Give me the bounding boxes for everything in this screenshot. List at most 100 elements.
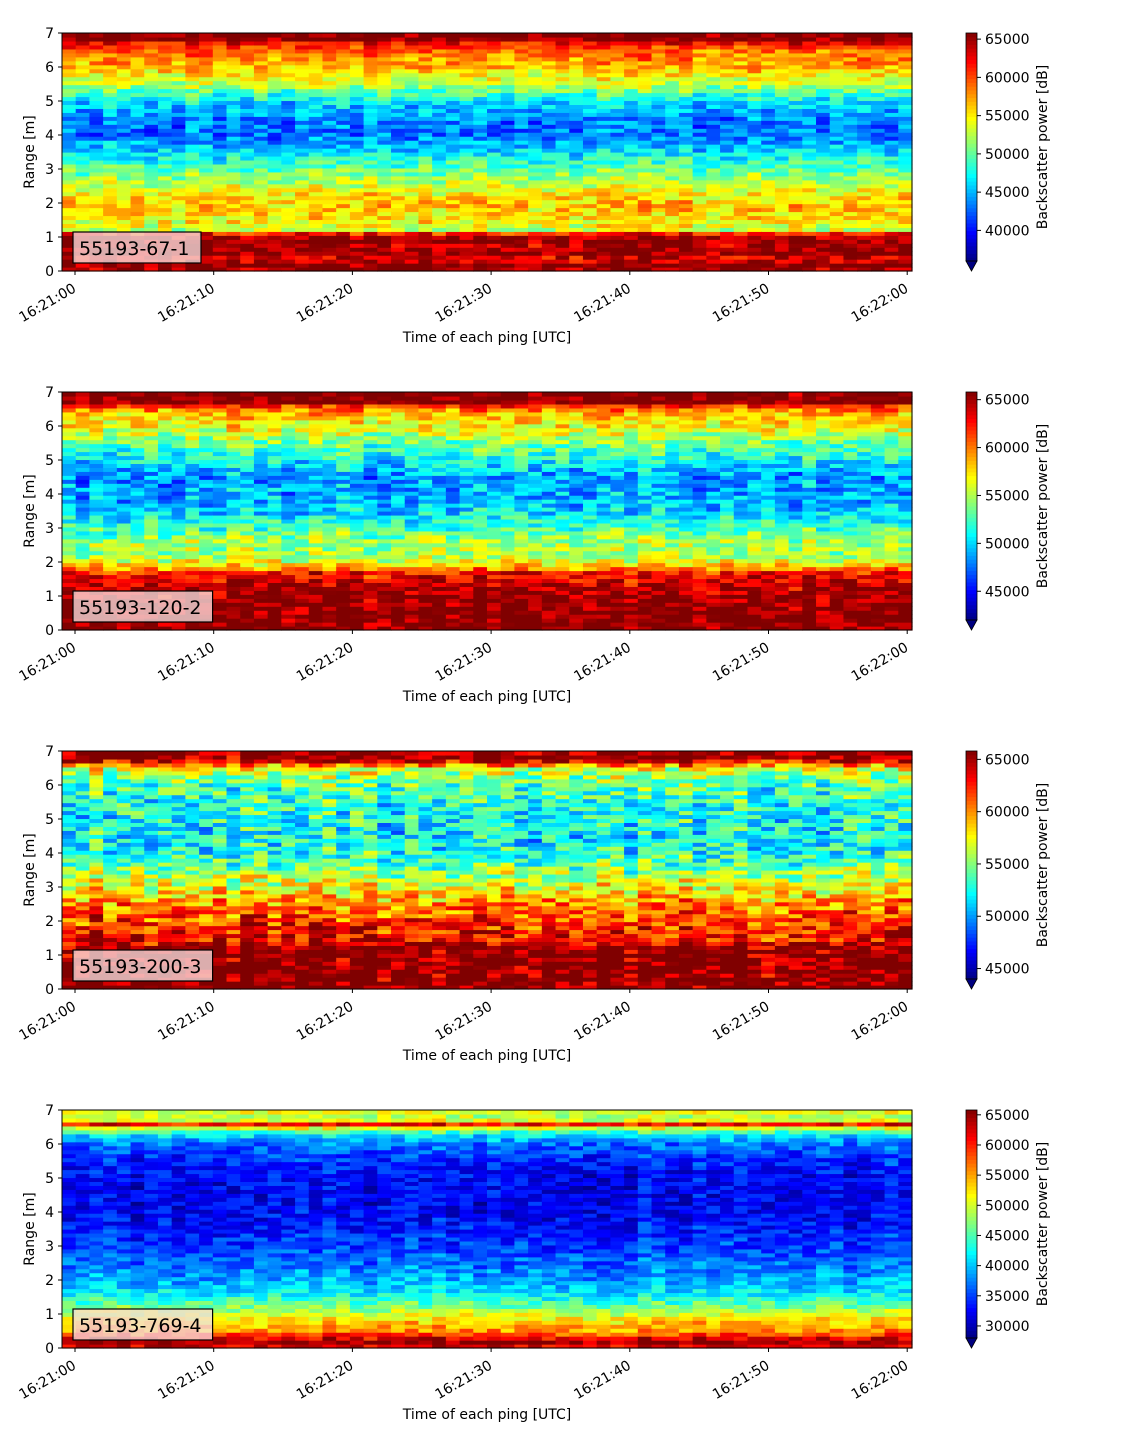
heatmap-cell bbox=[254, 555, 268, 560]
heatmap-cell bbox=[227, 188, 241, 193]
heatmap-cell bbox=[871, 208, 885, 213]
heatmap-cell bbox=[720, 61, 734, 66]
heatmap-cell bbox=[542, 247, 556, 252]
heatmap-cell bbox=[199, 208, 213, 213]
heatmap-cell bbox=[802, 152, 816, 157]
heatmap-cell bbox=[103, 104, 117, 109]
heatmap-cell bbox=[857, 243, 871, 248]
heatmap-cell bbox=[336, 247, 350, 252]
heatmap-cell bbox=[487, 73, 501, 78]
heatmap-cell bbox=[240, 440, 254, 445]
heatmap-cell bbox=[624, 247, 638, 252]
heatmap-cell bbox=[720, 65, 734, 70]
heatmap-cell bbox=[62, 586, 76, 591]
heatmap-cell bbox=[240, 483, 254, 488]
heatmap-cell bbox=[638, 251, 652, 256]
heatmap-cell bbox=[487, 33, 501, 38]
heatmap-cell bbox=[213, 424, 227, 429]
heatmap-cell bbox=[391, 192, 405, 197]
heatmap-cell bbox=[830, 124, 844, 129]
heatmap-cell bbox=[295, 96, 309, 101]
heatmap-cell bbox=[117, 567, 131, 572]
heatmap-cell bbox=[871, 89, 885, 94]
heatmap-cell bbox=[213, 140, 227, 145]
heatmap-cell bbox=[665, 37, 679, 42]
heatmap-cell bbox=[240, 108, 254, 113]
heatmap-cell bbox=[816, 255, 830, 260]
heatmap-cell bbox=[172, 495, 186, 500]
heatmap-cell bbox=[446, 49, 460, 54]
heatmap-cell bbox=[528, 112, 542, 117]
heatmap-cell bbox=[432, 100, 446, 105]
heatmap-cell bbox=[693, 251, 707, 256]
heatmap-cell bbox=[816, 259, 830, 264]
heatmap-cell bbox=[309, 77, 323, 82]
heatmap-cell bbox=[816, 247, 830, 252]
heatmap-cell bbox=[76, 420, 90, 425]
heatmap-cell bbox=[240, 57, 254, 62]
heatmap-cell bbox=[460, 120, 474, 125]
heatmap-cell bbox=[391, 73, 405, 78]
colorbar-segment bbox=[966, 120, 977, 124]
heatmap-cell bbox=[158, 33, 172, 38]
heatmap-cell bbox=[89, 416, 103, 421]
heatmap-cell bbox=[322, 100, 336, 105]
heatmap-cell bbox=[364, 263, 378, 268]
heatmap-cell bbox=[898, 93, 912, 98]
heatmap-cell bbox=[569, 176, 583, 181]
heatmap-cell bbox=[281, 112, 295, 117]
heatmap-cell bbox=[734, 100, 748, 105]
heatmap-cell bbox=[857, 136, 871, 141]
heatmap-cell bbox=[597, 104, 611, 109]
heatmap-cell bbox=[775, 65, 789, 70]
heatmap-cell bbox=[336, 100, 350, 105]
heatmap-cell bbox=[432, 164, 446, 169]
heatmap-cell bbox=[158, 104, 172, 109]
heatmap-cell bbox=[89, 93, 103, 98]
heatmap-cell bbox=[76, 412, 90, 417]
heatmap-cell bbox=[652, 247, 666, 252]
heatmap-cell bbox=[309, 188, 323, 193]
heatmap-cell bbox=[775, 208, 789, 213]
heatmap-cell bbox=[556, 235, 570, 240]
heatmap-cell bbox=[597, 108, 611, 113]
heatmap-cell bbox=[638, 136, 652, 141]
heatmap-cell bbox=[679, 231, 693, 236]
heatmap-cell bbox=[364, 140, 378, 145]
heatmap-cell bbox=[761, 184, 775, 189]
heatmap-cell bbox=[199, 555, 213, 560]
heatmap-cell bbox=[789, 192, 803, 197]
heatmap-cell bbox=[789, 61, 803, 66]
heatmap-cell bbox=[432, 140, 446, 145]
heatmap-cell bbox=[898, 152, 912, 157]
heatmap-cell bbox=[556, 136, 570, 141]
heatmap-cell bbox=[322, 168, 336, 173]
heatmap-cell bbox=[295, 578, 309, 583]
heatmap-cell bbox=[309, 168, 323, 173]
heatmap-cell bbox=[309, 428, 323, 433]
heatmap-cell bbox=[117, 523, 131, 528]
heatmap-cell bbox=[501, 239, 515, 244]
heatmap-cell bbox=[62, 136, 76, 141]
heatmap-cell bbox=[638, 231, 652, 236]
heatmap-cell bbox=[76, 53, 90, 58]
heatmap-cell bbox=[240, 219, 254, 224]
heatmap-cell bbox=[734, 243, 748, 248]
heatmap-cell bbox=[158, 574, 172, 579]
heatmap-cell bbox=[843, 180, 857, 185]
heatmap-cell bbox=[460, 212, 474, 217]
heatmap-cell bbox=[227, 208, 241, 213]
heatmap-cell bbox=[240, 475, 254, 480]
heatmap-cell bbox=[185, 475, 199, 480]
heatmap-cell bbox=[638, 259, 652, 264]
heatmap-cell bbox=[199, 116, 213, 121]
heatmap-cell bbox=[76, 467, 90, 472]
heatmap-cell bbox=[693, 200, 707, 205]
heatmap-cell bbox=[816, 89, 830, 94]
heatmap-cell bbox=[569, 212, 583, 217]
heatmap-cell bbox=[816, 208, 830, 213]
heatmap-cell bbox=[199, 471, 213, 476]
heatmap-cell bbox=[76, 215, 90, 220]
heatmap-cell bbox=[693, 172, 707, 177]
heatmap-cell bbox=[131, 483, 145, 488]
